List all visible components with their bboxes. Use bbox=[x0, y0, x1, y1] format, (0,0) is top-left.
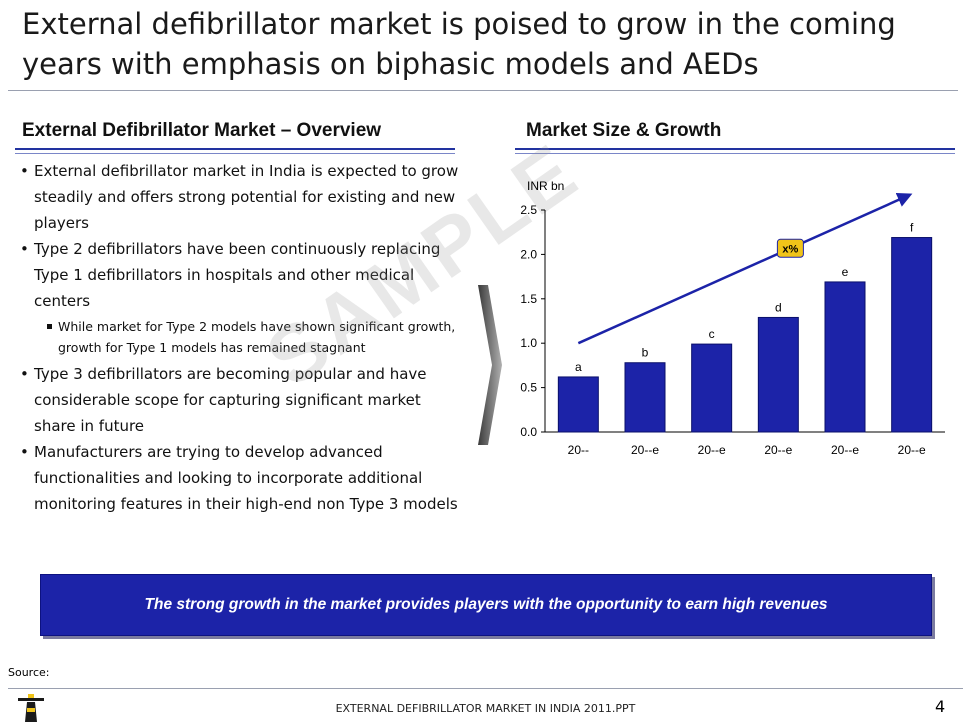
growth-rate-badge bbox=[776, 238, 804, 258]
bar-data-label: c bbox=[709, 327, 715, 341]
square-bullet-icon bbox=[47, 324, 52, 329]
growth-rate-label: x% bbox=[782, 243, 798, 255]
x-tick-label: 20--e bbox=[698, 443, 726, 457]
overview-heading: External Defibrillator Market – Overview bbox=[22, 120, 382, 141]
chevron-arrow-icon bbox=[478, 285, 502, 445]
market-size-chart: INR bn 0.0 0.5 1.0 1.5 2.0 2.5 a b c d e f 20-- 20-… bbox=[520, 179, 945, 457]
overview-heading-rule bbox=[15, 148, 455, 154]
bar-data-label: f bbox=[910, 221, 914, 235]
banner-text: The strong growth in the market provides… bbox=[144, 596, 828, 613]
footer-divider bbox=[8, 688, 963, 689]
bullet-text: Manufacturers are trying to develop adva… bbox=[34, 443, 458, 513]
bar bbox=[757, 316, 799, 433]
bar bbox=[824, 281, 866, 433]
bar bbox=[557, 376, 599, 433]
key-takeaway-banner: The strong growth in the market provides… bbox=[40, 574, 932, 636]
bullet-item: • Manufacturers are trying to develop adv… bbox=[20, 443, 458, 513]
bar bbox=[624, 362, 666, 433]
footer-filename: EXTERNAL DEFIBRILLATOR MARKET IN INDIA 2… bbox=[335, 702, 636, 715]
x-tick-label: 20--e bbox=[631, 443, 659, 457]
bullet-text: Type 3 defibrillators are becoming popul… bbox=[34, 365, 427, 435]
x-tick-label: 20--e bbox=[898, 443, 926, 457]
x-tick-label: 20--e bbox=[831, 443, 859, 457]
x-tick-label: 20-- bbox=[568, 443, 589, 457]
y-tick-label: 2.0 bbox=[520, 247, 537, 261]
y-tick-label: 0.0 bbox=[520, 425, 537, 439]
market-size-heading: Market Size & Growth bbox=[526, 120, 722, 141]
title-divider bbox=[8, 90, 958, 91]
market-size-heading-rule bbox=[515, 148, 955, 154]
bar-data-label: a bbox=[575, 360, 582, 374]
bar-data-label: d bbox=[775, 300, 782, 314]
bullet-item: • Type 3 defibrillators are becoming popu… bbox=[20, 365, 427, 435]
overview-bullet-list: • External defibrillator market in India … bbox=[20, 158, 460, 517]
bar-data-label: b bbox=[642, 346, 649, 360]
lighthouse-logo-icon bbox=[18, 694, 44, 722]
bullet-item: • Type 2 defibrillators have been continu… bbox=[20, 240, 441, 310]
y-tick-label: 2.5 bbox=[520, 203, 537, 217]
page-title: External defibrillator market is poised … bbox=[22, 7, 896, 81]
sub-bullet-text: While market for Type 2 models have show… bbox=[58, 319, 456, 355]
bar bbox=[891, 237, 933, 433]
y-tick-label: 1.5 bbox=[520, 292, 537, 306]
y-tick-label: 0.5 bbox=[520, 381, 537, 395]
growth-trend-arrow bbox=[577, 192, 913, 345]
y-axis-label: INR bn bbox=[527, 179, 564, 193]
bar bbox=[691, 343, 733, 433]
page-number: 4 bbox=[935, 697, 946, 716]
bar-data-label: e bbox=[842, 265, 849, 279]
sub-bullet-item: While market for Type 2 models have show… bbox=[20, 316, 460, 358]
y-tick-label: 1.0 bbox=[520, 336, 537, 350]
x-tick-label: 20--e bbox=[764, 443, 792, 457]
source-label: Source: bbox=[8, 666, 50, 679]
bullet-item: • External defibrillator market in India … bbox=[20, 162, 459, 232]
bullet-text: External defibrillator market in India i… bbox=[34, 162, 459, 232]
bullet-text: Type 2 defibrillators have been continuo… bbox=[34, 240, 441, 310]
